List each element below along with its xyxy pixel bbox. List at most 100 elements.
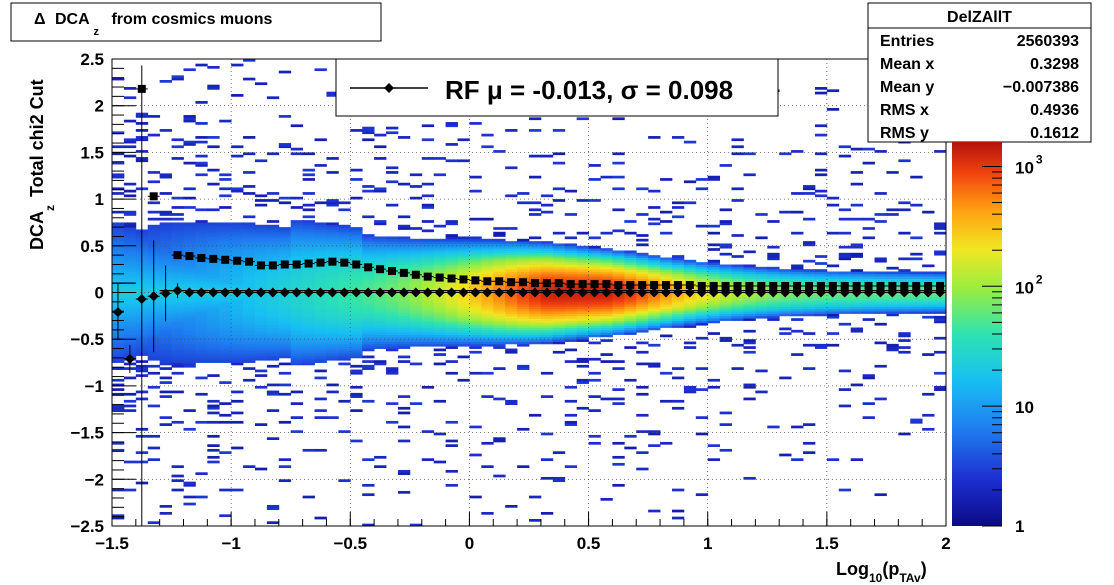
- stats-value: 2560393: [1017, 33, 1079, 50]
- rf-mean-point: [815, 287, 826, 298]
- rf-mean-point: [494, 287, 505, 298]
- title-rest: from cosmics muons: [111, 11, 272, 28]
- rms-profile-point: [804, 281, 813, 290]
- rms-profile-point: [459, 275, 468, 284]
- rf-mean-point: [172, 285, 183, 296]
- rms-profile-point: [662, 281, 671, 290]
- rms-profile-point: [507, 278, 516, 287]
- rf-mean-point: [875, 287, 886, 298]
- rf-mean-point: [184, 287, 195, 298]
- y-tick-label: 1: [95, 190, 104, 209]
- y-axis: 2.5 2 1.5 1 0.5 0 −0.5 −1 −1.5 −2 −2.5: [70, 50, 136, 536]
- rms-profile-point: [590, 280, 599, 289]
- rms-profile-point: [399, 268, 408, 277]
- rms-profile-point: [197, 253, 206, 262]
- rf-mean-point: [434, 287, 445, 298]
- y-tick-label: 0: [95, 284, 104, 303]
- rms-profile-point: [483, 277, 492, 286]
- rf-mean-point: [565, 287, 576, 298]
- y-axis-title: DCAzTotal chi2 Cut: [27, 79, 57, 250]
- rf-mean-point: [601, 287, 612, 298]
- rms-profile-point: [673, 281, 682, 290]
- rms-profile-point: [268, 261, 277, 270]
- rms-profile-point: [757, 281, 766, 290]
- rms-profile-point: [173, 251, 182, 260]
- rf-mean-point: [255, 287, 266, 298]
- z-tick-label: 10 3: [1015, 152, 1043, 177]
- y-tick-label: 2.5: [80, 50, 104, 69]
- rf-mean-point: [112, 307, 123, 318]
- legend-text: RF μ = -0.013, σ = 0.098: [445, 75, 733, 105]
- rf-mean-point: [422, 287, 433, 298]
- rms-profile-point: [530, 279, 539, 288]
- rms-profile-point: [840, 281, 849, 290]
- markers: [112, 65, 946, 526]
- rms-profile-point: [626, 281, 635, 290]
- rf-mean-point: [279, 287, 290, 298]
- rf-mean-point: [136, 294, 147, 305]
- rms-profile-point: [542, 279, 551, 288]
- rf-mean-point: [589, 287, 600, 298]
- stats-name: DelZAllT: [947, 9, 1012, 26]
- rf-mean-point: [613, 287, 624, 298]
- stats-label: Mean x: [880, 56, 934, 73]
- x-axis-title: Log10(pTAv): [836, 559, 927, 585]
- x-tick-label: 0: [465, 534, 474, 553]
- title-box: Δ DCA z from cosmics muons: [10, 2, 382, 42]
- x-tick-label: 1: [703, 534, 712, 553]
- rf-mean-point: [506, 287, 517, 298]
- rms-profile-point: [745, 281, 754, 290]
- rf-mean-point: [351, 287, 362, 298]
- rms-profile-point: [721, 281, 730, 290]
- rms-profile-point: [828, 281, 837, 290]
- rf-mean-point: [220, 287, 231, 298]
- rf-mean-point: [291, 287, 302, 298]
- rms-profile-point: [900, 281, 909, 290]
- rf-mean-point: [553, 287, 564, 298]
- rms-profile-point: [578, 280, 587, 289]
- rf-mean-point: [708, 287, 719, 298]
- y-tick-label: −0.5: [70, 330, 104, 349]
- rf-mean-point: [863, 287, 874, 298]
- rms-profile-point: [233, 256, 242, 265]
- rms-profile-point: [685, 281, 694, 290]
- stats-label: Mean y: [880, 79, 934, 96]
- svg-text:Δ DCA z from: Δ DCA z from cosmics muons: [34, 11, 272, 39]
- rms-profile-point: [245, 257, 254, 266]
- rms-profile-point: [602, 280, 611, 289]
- rms-profile-point: [709, 281, 718, 290]
- rf-mean-point: [244, 287, 255, 298]
- legend-marker: [384, 83, 394, 93]
- x-axis: −1.5 −1 −0.5 0 0.5 1 1.5 2: [95, 512, 951, 553]
- rf-mean-point: [935, 287, 946, 298]
- rf-mean-point: [839, 287, 850, 298]
- rms-profile-point: [376, 265, 385, 274]
- rf-mean-point: [339, 287, 350, 298]
- rms-profile-point: [364, 263, 373, 272]
- rms-profile-point: [447, 274, 456, 283]
- x-tick-label: −0.5: [334, 534, 368, 553]
- title-main: DCA: [55, 11, 90, 28]
- rf-mean-point: [232, 287, 243, 298]
- x-tick-label: 2: [941, 534, 950, 553]
- y-tick-label: 1.5: [80, 143, 104, 162]
- rf-mean-point: [887, 287, 898, 298]
- stats-label: RMS y: [880, 125, 929, 142]
- rms-profile-point: [924, 281, 933, 290]
- rf-mean-point: [768, 287, 779, 298]
- rms-profile-point: [340, 258, 349, 267]
- rf-mean-point: [386, 287, 397, 298]
- rf-mean-point: [672, 287, 683, 298]
- title-sub: z: [93, 26, 99, 38]
- rf-mean-point: [208, 287, 219, 298]
- rms-profile-point: [304, 259, 313, 268]
- y-tick-label: −2.5: [70, 517, 104, 536]
- stats-label: Entries: [880, 33, 934, 50]
- stats-value: 0.1612: [1030, 125, 1079, 142]
- rf-mean-point: [827, 287, 838, 298]
- rms-profile-point: [435, 273, 444, 282]
- rf-mean-point: [446, 287, 457, 298]
- stats-value: 0.4936: [1030, 102, 1079, 119]
